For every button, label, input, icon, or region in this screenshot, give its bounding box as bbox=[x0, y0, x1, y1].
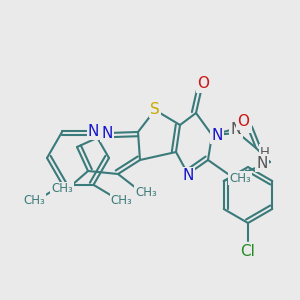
Text: CH₃: CH₃ bbox=[51, 182, 73, 196]
Text: H: H bbox=[235, 112, 245, 124]
Text: CH₃: CH₃ bbox=[111, 194, 132, 207]
Text: S: S bbox=[150, 101, 160, 116]
Text: N: N bbox=[211, 128, 223, 142]
Text: CH₃: CH₃ bbox=[135, 185, 157, 199]
Text: H: H bbox=[260, 146, 270, 158]
Text: CH₃: CH₃ bbox=[229, 172, 251, 184]
Text: N: N bbox=[182, 169, 194, 184]
Text: O: O bbox=[237, 113, 249, 128]
Text: N: N bbox=[230, 122, 242, 136]
Text: H: H bbox=[241, 118, 251, 131]
Text: N: N bbox=[101, 125, 113, 140]
Text: CH₃: CH₃ bbox=[24, 194, 45, 207]
Text: N: N bbox=[88, 124, 99, 139]
Text: N: N bbox=[256, 155, 268, 170]
Text: O: O bbox=[197, 76, 209, 92]
Text: Cl: Cl bbox=[241, 244, 255, 259]
